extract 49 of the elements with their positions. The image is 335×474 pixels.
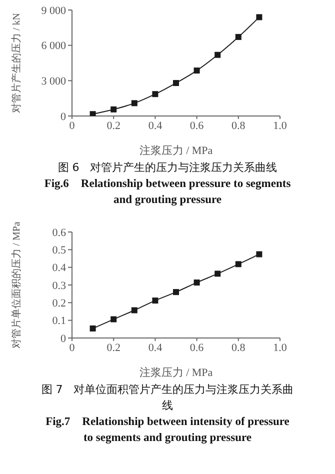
x-tick-label: 0.8 [232,342,246,354]
y-tick-label: 0.2 [52,298,66,310]
x-tick-label: 1.0 [273,120,288,132]
x-axis-title: 注浆压力 / MPa [139,366,213,379]
y-tick-label: 3 000 [41,76,66,88]
point [194,280,200,286]
x-tick-label: 0.4 [148,120,163,132]
point [235,261,242,268]
caption: 图 7 对单位面积管片产生的压力与注浆压力关系曲线 [40,382,295,414]
x-tick-label: 0.6 [190,342,204,354]
point [256,14,262,20]
x-tick-label: 0.6 [190,120,204,132]
y-tick-label: 0 [60,332,66,345]
y-axis-title: 对管片单位面积的压力 / MPa [10,221,23,348]
y-axis-title: 对管片产生的压力 / kN [10,13,23,113]
x-tick-label: 0.8 [232,120,246,132]
point [194,68,200,74]
point [214,52,221,58]
point [110,106,117,112]
x-tick-label: 0.4 [148,342,163,354]
y-tick-label: 0.4 [52,262,66,274]
point [235,34,242,40]
caption: Fig.7 Relationship between intensity of pressure to segments and grouting pressure [44,415,290,446]
caption: Fig.6 Relationship between pressure to segments and grouting pressure [43,177,292,208]
x-tick-label: 0 [69,342,76,354]
y-tick-label: 0.5 [52,244,66,257]
point [152,91,158,98]
point [152,298,158,304]
x-axis-title: 注浆压力 / MPa [139,144,213,157]
y-tick-label: 0.1 [52,315,66,328]
point [131,307,138,314]
y-tick-label: 0 [60,110,66,123]
y-tick-label: 9 000 [41,4,66,17]
y-tick-label: 0.3 [52,280,66,292]
point [110,316,117,322]
caption: 图 6 对管片产生的压力与注浆压力关系曲线 [56,160,278,176]
point [90,325,96,332]
x-tick-label: 1.0 [273,342,288,354]
x-tick-label: 0 [69,120,76,132]
point [90,111,96,116]
x-tick-label: 0.2 [106,342,120,354]
point [214,270,221,277]
y-tick-label: 0.6 [52,226,66,239]
point [256,251,262,258]
point [173,289,179,296]
y-tick-label: 6 000 [41,40,66,52]
point [131,100,138,106]
point [173,80,179,86]
x-tick-label: 0.2 [106,120,120,132]
